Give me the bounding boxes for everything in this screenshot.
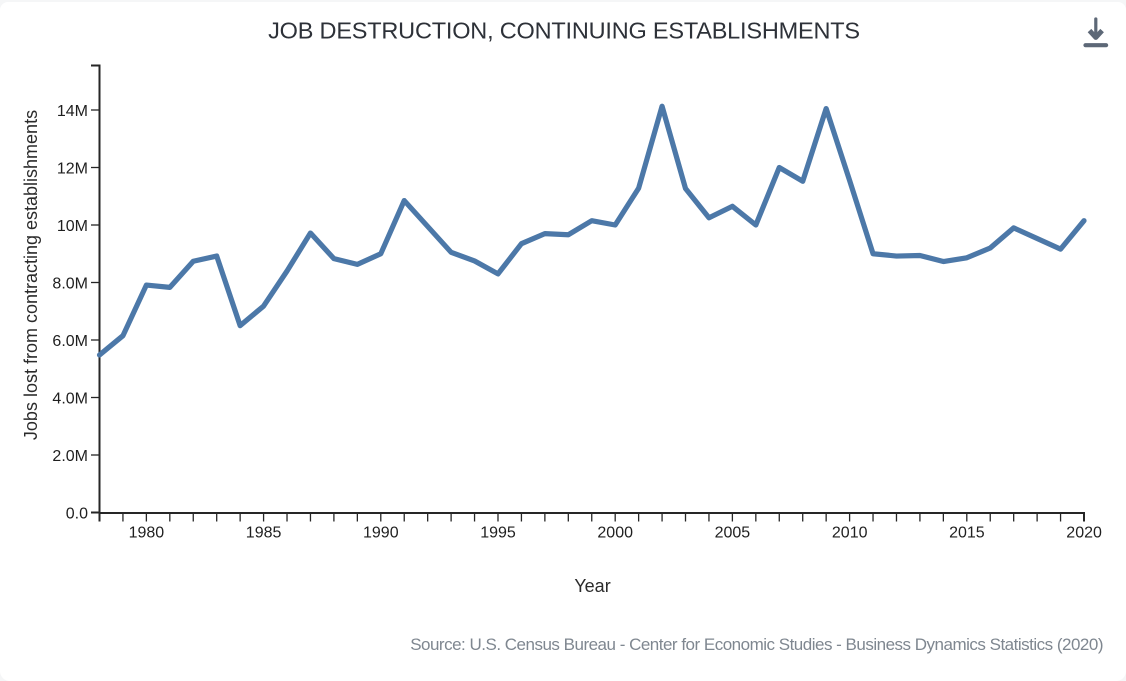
- svg-text:Source: U.S. Census Bureau - C: Source: U.S. Census Bureau - Center for …: [410, 635, 1103, 654]
- svg-text:4.0M: 4.0M: [52, 391, 88, 408]
- svg-text:1980: 1980: [129, 525, 165, 542]
- svg-text:1985: 1985: [246, 525, 282, 542]
- svg-text:6.0M: 6.0M: [52, 333, 88, 350]
- svg-text:2005: 2005: [715, 525, 751, 542]
- svg-text:2010: 2010: [832, 525, 868, 542]
- svg-text:1995: 1995: [480, 525, 516, 542]
- svg-text:10M: 10M: [57, 218, 88, 235]
- svg-text:2.0M: 2.0M: [52, 448, 88, 465]
- svg-text:14M: 14M: [57, 103, 88, 120]
- svg-text:2015: 2015: [949, 525, 985, 542]
- svg-text:1990: 1990: [363, 525, 399, 542]
- svg-text:8.0M: 8.0M: [52, 276, 88, 293]
- svg-text:JOB DESTRUCTION, CONTINUING ES: JOB DESTRUCTION, CONTINUING ESTABLISHMEN…: [268, 17, 860, 43]
- svg-text:2000: 2000: [597, 525, 633, 542]
- svg-text:Year: Year: [574, 576, 610, 596]
- svg-text:Jobs lost from contracting est: Jobs lost from contracting establishment…: [21, 110, 41, 440]
- svg-text:0.0: 0.0: [66, 506, 88, 523]
- svg-text:2020: 2020: [1066, 525, 1102, 542]
- svg-text:12M: 12M: [57, 161, 88, 178]
